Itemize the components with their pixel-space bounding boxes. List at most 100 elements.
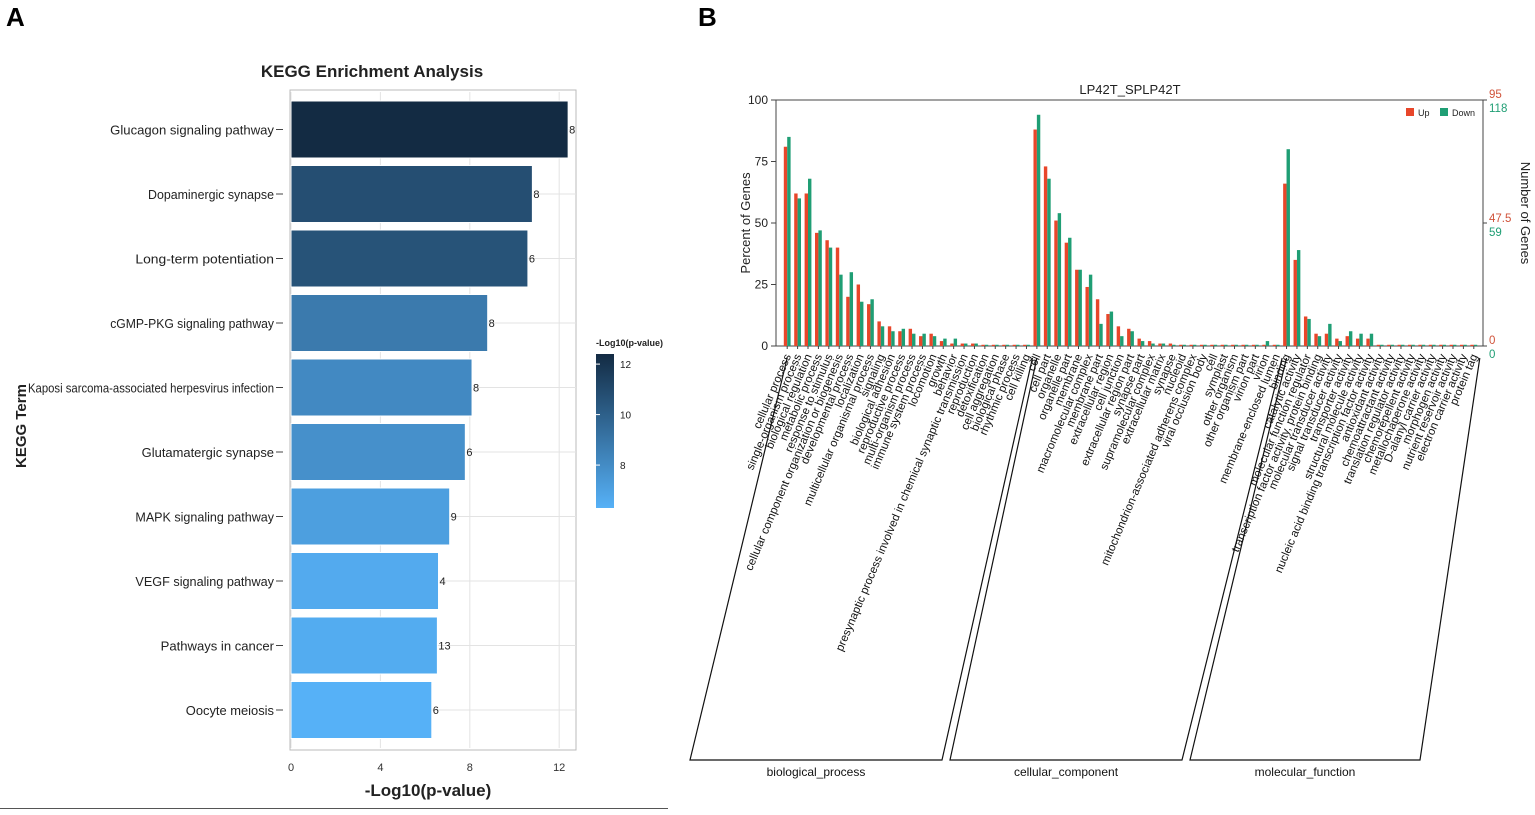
go-bar-up — [1345, 336, 1349, 346]
go-bar-up — [1262, 344, 1266, 346]
kegg-bar-count-label: 8 — [533, 189, 539, 201]
legend-up-label: Up — [1418, 108, 1430, 118]
go-bar-up — [1439, 344, 1443, 346]
go-bar-up — [1043, 166, 1048, 346]
kegg-bar — [290, 229, 529, 288]
go-bar-down — [1348, 331, 1353, 346]
go-bar-up — [1189, 344, 1193, 346]
go-bar-up — [877, 321, 881, 346]
kegg-bar-count-label: 8 — [569, 125, 575, 137]
go-bar-down — [1224, 344, 1228, 346]
go-bar-down — [1421, 344, 1426, 346]
go-bar-up — [1210, 344, 1214, 346]
go-bar-up — [1054, 220, 1058, 346]
go-bar-up — [1116, 326, 1121, 346]
go-bar-down — [839, 274, 843, 346]
go-bar-down — [1359, 333, 1363, 346]
go-bar-up — [1418, 344, 1422, 346]
go-bar-up — [1168, 343, 1173, 346]
kegg-bar — [290, 100, 569, 159]
go-bar-up — [1272, 344, 1277, 346]
go-bar-down — [984, 344, 989, 346]
go-bar-down — [1036, 114, 1041, 346]
go-bar-up — [1095, 299, 1100, 346]
go-bar-down — [1473, 344, 1478, 346]
go-left-axis-label: Percent of Genes — [738, 172, 753, 274]
go-bar-up — [1366, 338, 1370, 346]
go-y2-down-tick-label: 0 — [1489, 349, 1495, 361]
go-bar-down — [995, 344, 999, 346]
go-bar-down — [1390, 344, 1394, 346]
kegg-bar-count-label: 4 — [440, 576, 446, 588]
go-bar-up — [1012, 344, 1017, 346]
go-bar-down — [1109, 311, 1114, 346]
go-bar-down — [1161, 343, 1166, 346]
go-bar-up — [1085, 286, 1089, 346]
go-bar-down — [1130, 331, 1134, 346]
go-bar-down — [1442, 344, 1446, 346]
kegg-x-tick-label: 4 — [377, 762, 383, 774]
go-bar-up — [825, 240, 829, 346]
go-y-tick-label: 0 — [761, 339, 768, 353]
legend-tick-label: 12 — [620, 360, 632, 371]
kegg-category-label: Pathways in cancer — [161, 640, 274, 654]
kegg-bar — [290, 423, 466, 481]
go-bar-down — [943, 338, 947, 346]
go-bar-down — [1203, 344, 1207, 346]
go-bar-down — [1380, 344, 1384, 346]
go-bar-up — [1303, 316, 1308, 346]
panel-a-label: A — [6, 2, 25, 32]
go-y2-down-tick-label: 59 — [1489, 227, 1502, 239]
kegg-x-tick-label: 12 — [553, 762, 565, 774]
go-bar-up — [1314, 333, 1318, 346]
go-bar-down — [1328, 323, 1332, 346]
legend-tick-label: 8 — [620, 461, 626, 472]
kegg-bar-count-label: 8 — [489, 318, 495, 330]
go-chart-title: LP42T_SPLP42T — [1079, 82, 1180, 97]
legend-up-swatch — [1406, 108, 1414, 116]
go-bar-up — [1199, 344, 1204, 346]
go-bar-down — [1120, 336, 1124, 346]
go-bar-up — [1324, 333, 1329, 346]
go-plot-area — [775, 99, 1484, 347]
go-bar-down — [1099, 323, 1103, 346]
kegg-bar — [290, 165, 533, 223]
kegg-enrichment-chart: 8 Glucagon signaling pathway 8 Dopaminergic… — [13, 62, 663, 800]
go-bar-down — [1192, 344, 1197, 346]
go-bar-down — [828, 247, 833, 346]
go-bar-up — [1293, 259, 1297, 346]
go-bar-up — [1470, 344, 1474, 346]
go-bar-up — [1335, 338, 1339, 346]
go-bar-down — [891, 331, 895, 346]
go-bar-down — [1047, 178, 1051, 346]
kegg-category-label: Long-term potentiation — [135, 253, 274, 267]
go-bar-up — [971, 343, 975, 346]
kegg-bar — [290, 487, 451, 546]
go-y2-down-tick-label: 118 — [1489, 103, 1507, 115]
kegg-bar — [290, 552, 440, 610]
kegg-category-label: VEGF signaling pathway — [135, 575, 274, 589]
go-bar-down — [818, 230, 822, 346]
go-bar-up — [1064, 242, 1069, 346]
go-bar-down — [1234, 344, 1238, 346]
kegg-bar-count-label: 13 — [438, 641, 450, 653]
go-bar-up — [846, 296, 850, 346]
go-bar-down — [1016, 344, 1020, 346]
go-bar-up — [1106, 314, 1110, 346]
go-group-label: biological_process — [767, 765, 866, 779]
go-y2-up-tick-label: 0 — [1489, 335, 1495, 347]
go-bar-down — [1088, 274, 1093, 346]
go-bar-up — [1241, 344, 1245, 346]
kegg-chart-title: KEGG Enrichment Analysis — [261, 62, 483, 81]
go-bar-up — [919, 336, 923, 346]
go-bar-up — [835, 247, 840, 346]
go-bar-up — [1147, 341, 1152, 346]
kegg-x-tick-label: 8 — [467, 762, 473, 774]
go-bar-down — [1213, 344, 1218, 346]
kegg-bar — [290, 616, 438, 675]
go-group-label: molecular_function — [1255, 765, 1356, 779]
kegg-category-label: cGMP-PKG signaling pathway — [110, 317, 275, 331]
go-bar-up — [908, 328, 913, 346]
go-bar-down — [1307, 318, 1311, 346]
